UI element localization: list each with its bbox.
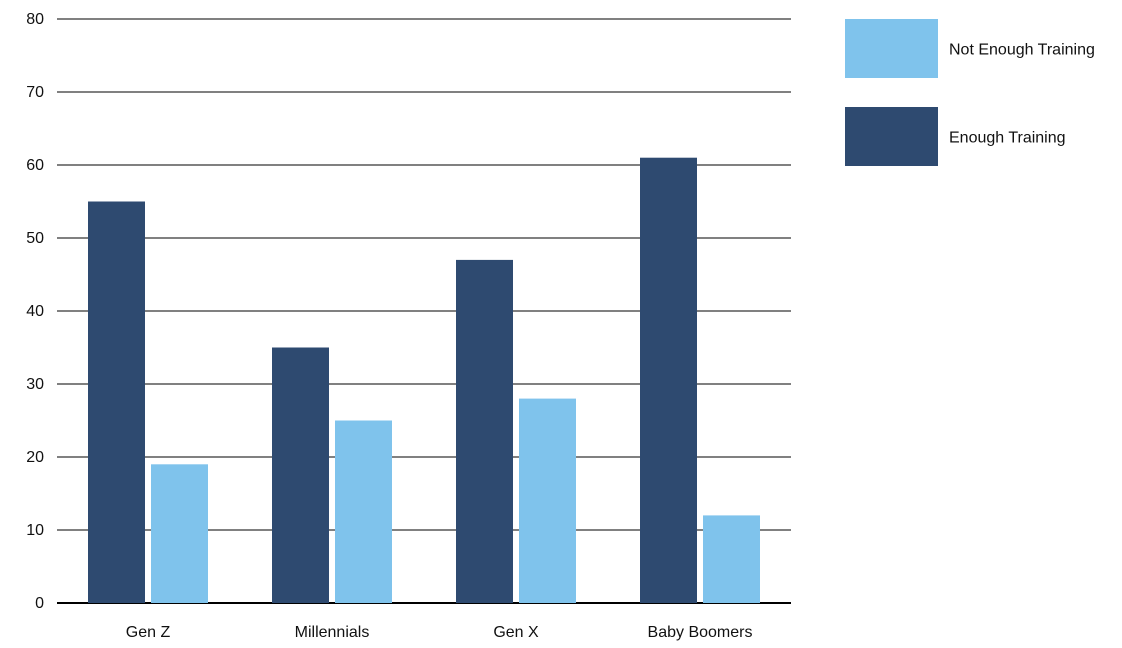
bar-enough-training bbox=[640, 157, 697, 603]
y-tick-label: 0 bbox=[35, 595, 44, 612]
bars bbox=[88, 157, 760, 603]
bar-enough-training bbox=[272, 347, 329, 603]
y-tick-label: 50 bbox=[26, 230, 44, 247]
y-tick-label: 70 bbox=[26, 84, 44, 101]
y-tick-label: 40 bbox=[26, 303, 44, 320]
x-tick-label: Gen Z bbox=[126, 624, 171, 641]
y-axis-ticks: 0 10 20 30 40 50 60 70 80 bbox=[26, 11, 44, 612]
y-tick-label: 60 bbox=[26, 157, 44, 174]
bar-not-enough-training bbox=[335, 420, 392, 603]
legend-label: Not Enough Training bbox=[949, 42, 1095, 59]
x-tick-label: Baby Boomers bbox=[648, 624, 753, 641]
bar-enough-training bbox=[456, 259, 513, 603]
y-tick-label: 10 bbox=[26, 522, 44, 539]
legend: Not Enough Training Enough Training bbox=[845, 19, 1095, 166]
y-tick-label: 80 bbox=[26, 11, 44, 28]
y-tick-label: 20 bbox=[26, 449, 44, 466]
bar-not-enough-training bbox=[703, 515, 760, 603]
legend-label: Enough Training bbox=[949, 130, 1066, 147]
bar-not-enough-training bbox=[519, 398, 576, 603]
legend-swatch bbox=[845, 107, 938, 166]
x-tick-label: Millennials bbox=[295, 624, 370, 641]
legend-swatch bbox=[845, 19, 938, 78]
bar-not-enough-training bbox=[151, 464, 208, 603]
x-axis-ticks: Gen Z Millennials Gen X Baby Boomers bbox=[126, 624, 753, 641]
bar-enough-training bbox=[88, 201, 145, 603]
y-tick-label: 30 bbox=[26, 376, 44, 393]
x-tick-label: Gen X bbox=[493, 624, 539, 641]
